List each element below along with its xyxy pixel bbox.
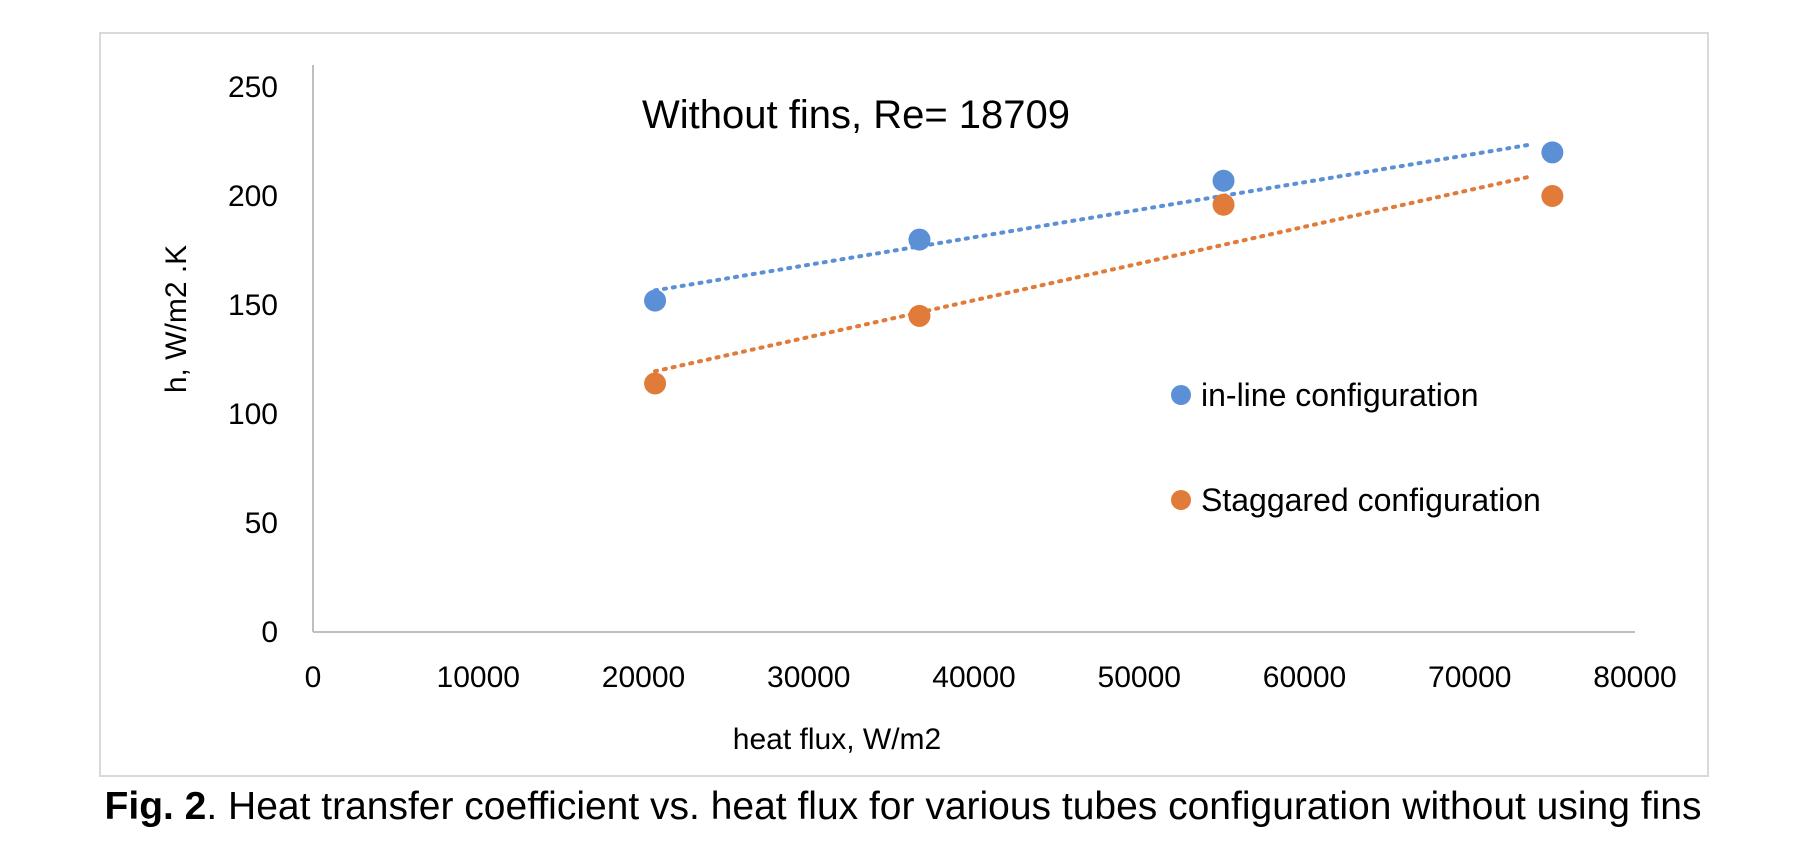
chart-title: Without fins, Re= 18709	[642, 93, 1070, 137]
x-tick-label: 0	[305, 661, 322, 694]
figure-caption: Fig. 2. Heat transfer coefficient vs. he…	[0, 785, 1806, 829]
x-tick-label: 70000	[1428, 661, 1511, 694]
data-point-series-1	[1212, 193, 1235, 216]
chart-frame: 0 10000 20000 30000 40000 50000 60000 70000 8000…	[99, 32, 1709, 777]
x-axis-title: heat flux, W/m2	[733, 723, 941, 756]
x-tick-label: 10000	[437, 661, 520, 694]
y-tick-label: 150	[228, 289, 278, 322]
legend-label-in-line: in-line configuration	[1201, 377, 1479, 413]
y-tick-label: 200	[228, 180, 278, 213]
x-tick-label: 80000	[1593, 661, 1676, 694]
y-tick-label: 250	[228, 71, 278, 104]
figure-caption-label: Fig. 2	[104, 785, 207, 828]
legend: in-line configuration Staggared configur…	[1171, 377, 1541, 518]
x-tick-label: 60000	[1263, 661, 1346, 694]
x-tick-label: 30000	[767, 661, 850, 694]
figure-caption-text: . Heat transfer coefficient vs. heat flu…	[206, 785, 1702, 828]
trendline-series-1	[653, 174, 1535, 374]
data-point-series-1	[908, 304, 931, 327]
data-point-series-1	[644, 372, 667, 395]
data-point-series-1	[1541, 185, 1564, 207]
y-axis-title: h, W/m2 .K	[160, 245, 193, 393]
x-tick-label: 50000	[1098, 661, 1181, 694]
x-tick-label: 40000	[932, 661, 1015, 694]
axes: 0 10000 20000 30000 40000 50000 60000 70000 8000…	[228, 65, 1677, 694]
legend-marker-staggared	[1171, 490, 1191, 510]
trendline-series-0	[653, 142, 1535, 293]
legend-label-staggared: Staggared configuration	[1201, 482, 1541, 518]
data-point-series-0	[1212, 169, 1235, 192]
legend-marker-in-line	[1171, 385, 1191, 405]
trendlines	[653, 142, 1535, 374]
data-point-series-0	[1541, 141, 1564, 164]
y-tick-label: 100	[228, 398, 278, 431]
y-tick-label: 50	[245, 507, 278, 540]
x-tick-label: 20000	[602, 661, 685, 694]
data-point-series-0	[908, 228, 931, 251]
chart-svg: 0 10000 20000 30000 40000 50000 60000 70000 8000…	[160, 65, 1677, 756]
y-tick-label: 0	[261, 616, 278, 649]
data-point-series-0	[644, 289, 667, 312]
data-points	[644, 141, 1564, 395]
